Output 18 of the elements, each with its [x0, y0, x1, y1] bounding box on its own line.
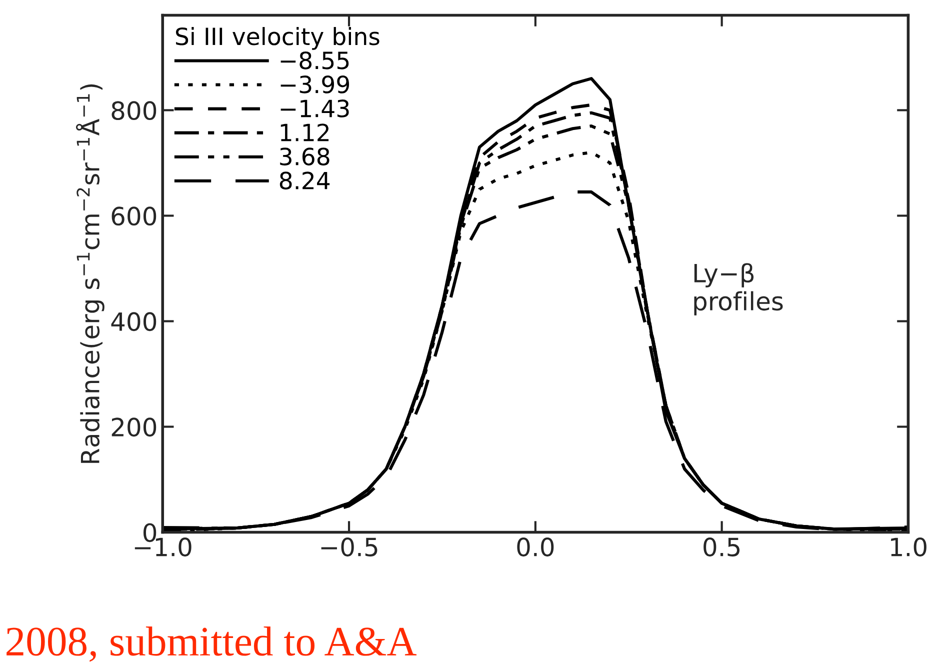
x-tick-label: 1.0 — [891, 538, 926, 556]
x-tick-label: 0.0 — [517, 538, 554, 556]
y-tick-label: 800 — [112, 101, 156, 120]
legend-label: 1.12 — [280, 124, 329, 142]
x-tick-label: −0.5 — [321, 538, 378, 556]
y-tick-label: 400 — [111, 312, 156, 332]
y-tick-label: 200 — [112, 418, 156, 437]
annotation: Ly−β profiles — [694, 263, 783, 316]
legend-title: Si III velocity bins — [176, 27, 380, 50]
legend-label: −3.99 — [280, 76, 350, 94]
y-tick-label: 600 — [112, 206, 156, 226]
x-tick-label: 0.5 — [704, 538, 740, 556]
legend-label: 8.24 — [280, 172, 330, 190]
text: 2008, submitted to A&A — [6, 626, 417, 662]
text: Radiance(erg s$^{−1}$cm$^{−2}$sr$^{−1}$Å$^{−1}$) — [76, 84, 104, 463]
legend-label: 3.68 — [280, 148, 330, 166]
legend-label: −8.55 — [280, 51, 349, 70]
legend-label: −1.43 — [280, 100, 349, 118]
